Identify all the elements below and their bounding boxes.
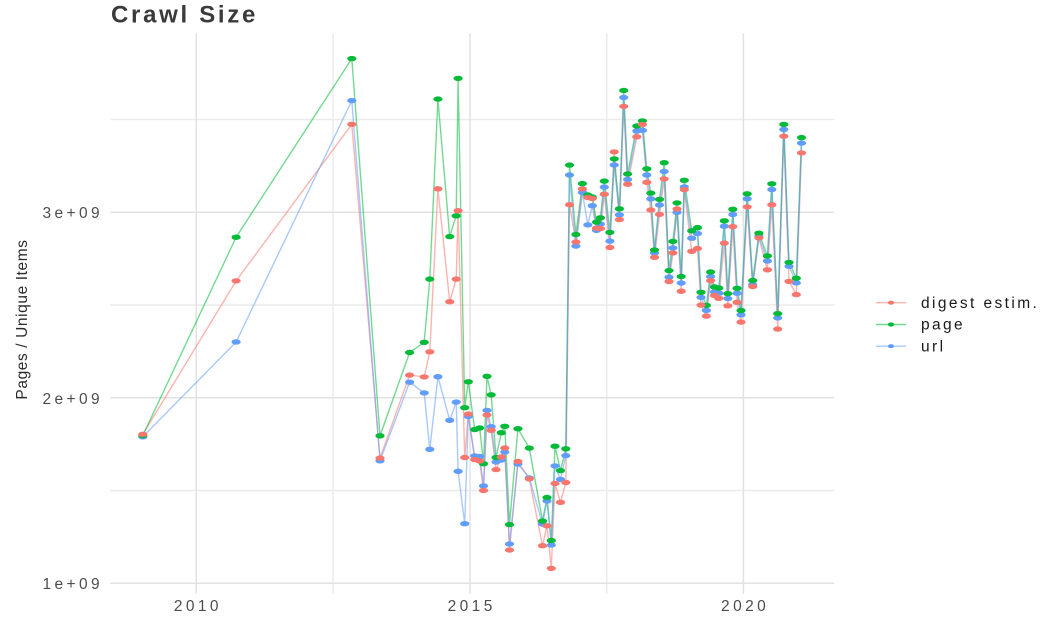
svg-text:2010: 2010	[174, 598, 222, 615]
svg-text:1e+09: 1e+09	[42, 576, 103, 593]
svg-text:3e+09: 3e+09	[42, 205, 103, 222]
svg-text:2020: 2020	[721, 598, 769, 615]
svg-text:2e+09: 2e+09	[42, 391, 103, 408]
svg-text:2015: 2015	[448, 598, 496, 615]
svg-text:url: url	[921, 338, 945, 355]
svg-text:digest estim.: digest estim.	[921, 295, 1039, 312]
svg-text:page: page	[921, 317, 965, 334]
svg-text:Pages / Unique Items: Pages / Unique Items	[14, 239, 31, 399]
svg-text:Crawl Size: Crawl Size	[111, 2, 258, 29]
